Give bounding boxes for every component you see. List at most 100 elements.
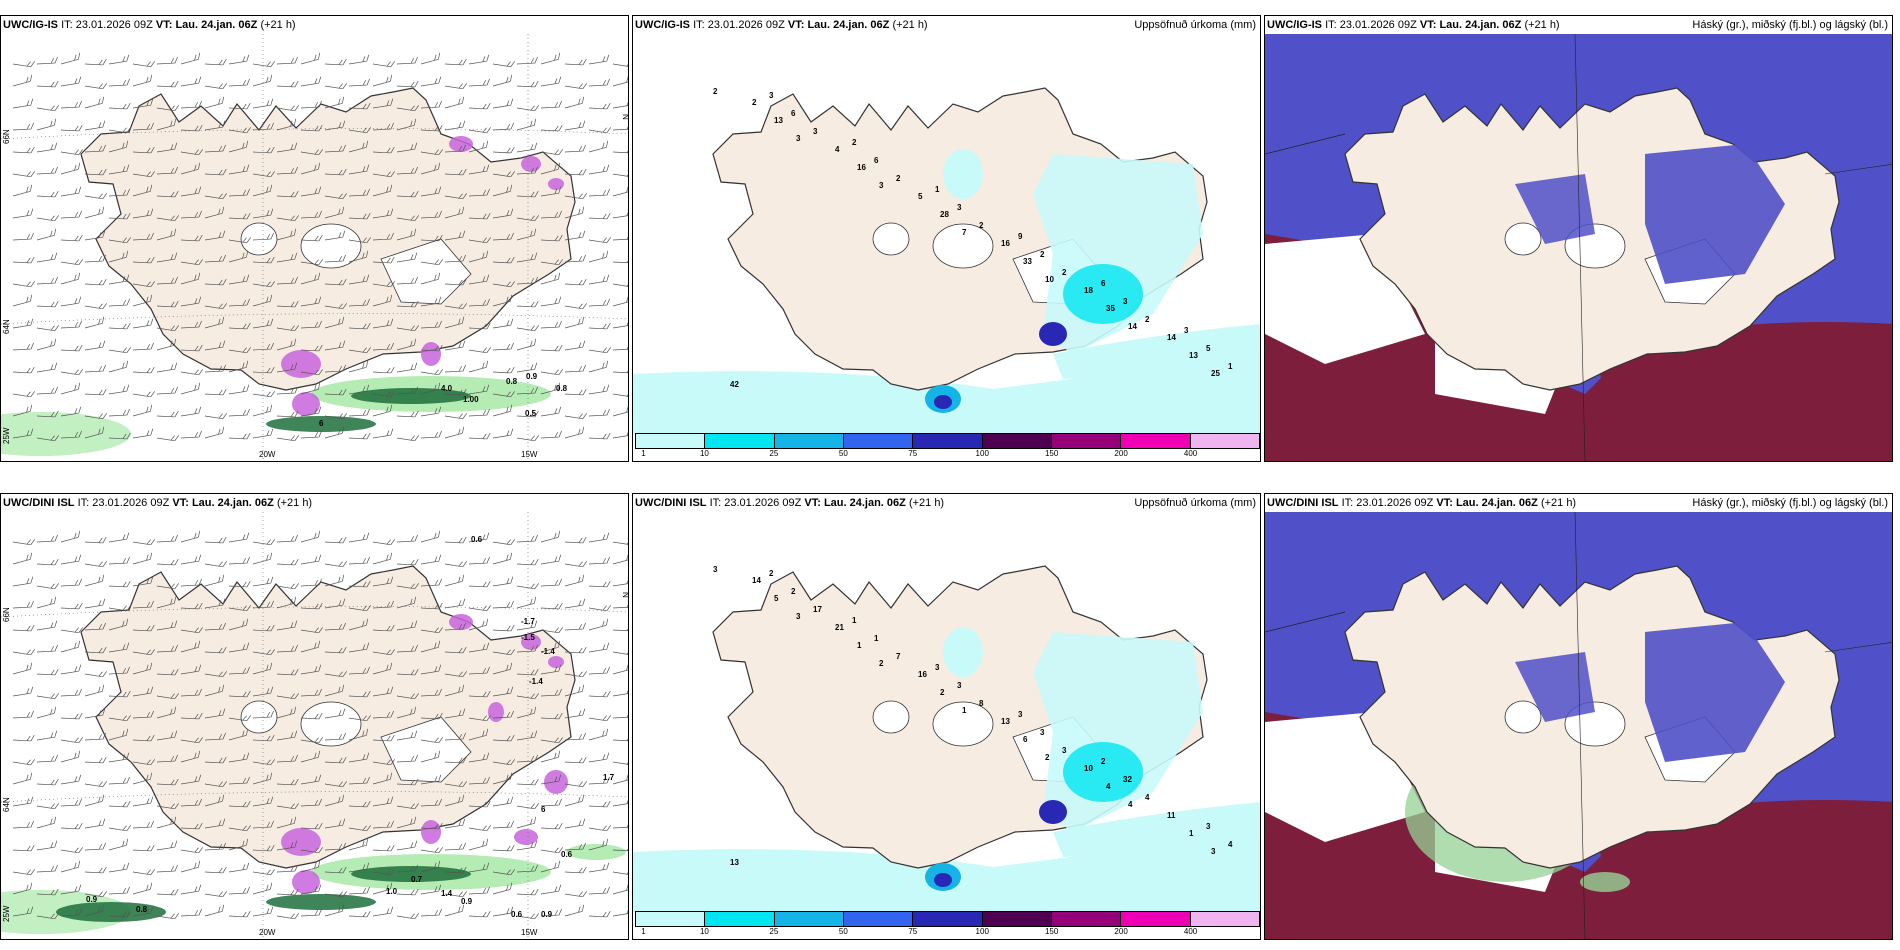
- lon-label-15w: 15W: [521, 450, 538, 459]
- contour-value-label: 1.7: [603, 773, 615, 782]
- magenta-blob: [281, 828, 321, 856]
- colorbar-cell: [774, 912, 844, 926]
- colorbar-cell: [705, 434, 775, 448]
- colorbar-cell: [843, 912, 914, 926]
- graticule: 20W 15W 66N 64N 25W N: [1, 34, 628, 461]
- precip-value-label: 2: [979, 221, 984, 230]
- colorbar-tick: 150: [1044, 927, 1059, 936]
- magenta-blob: [292, 870, 320, 894]
- precip-value-label: 32: [1123, 775, 1132, 784]
- panel-title: UWC/IG-IS IT: 23.01.2026 09Z VT: Lau. 24…: [1267, 19, 1560, 31]
- contour-value-label: 0.9: [86, 895, 98, 904]
- green-shade: [1, 412, 131, 456]
- ig-wind-panel: UWC/IG-IS IT: 23.01.2026 09Z VT: Lau. 24…: [0, 15, 629, 462]
- magenta-blob: [544, 770, 568, 794]
- precip-value-label: 4: [1145, 793, 1150, 802]
- contour-value-label: 6: [319, 419, 324, 428]
- domain-line: [1824, 641, 1892, 653]
- precip-value-label: 1: [1228, 362, 1233, 371]
- contour-value-label: 0.8: [506, 377, 518, 386]
- precip-value-label: 3: [1040, 728, 1045, 737]
- colorbar-tick: 10: [699, 927, 709, 936]
- wind-barbs: [12, 52, 628, 442]
- lon-label-20w: 20W: [259, 450, 276, 459]
- lat-label-64n: 64N: [2, 797, 11, 812]
- colorbar-tick: 200: [1114, 927, 1128, 936]
- glacier-hofsjokull: [932, 223, 994, 269]
- glacier-langjokull: [1504, 700, 1542, 734]
- precip-value-label: 14: [752, 576, 761, 585]
- dini-cloud-panel: UWC/DINI ISL IT: 23.01.2026 09Z VT: Lau.…: [1264, 493, 1893, 940]
- precip-shade: [1063, 742, 1143, 802]
- precip-value-label: 2: [1101, 757, 1106, 766]
- precip-value-label: 3: [879, 181, 884, 190]
- contour-value-label: 0.5: [525, 409, 537, 418]
- green-dark-shade: [266, 894, 376, 910]
- lat-label-n: N: [621, 592, 629, 598]
- colorbar-cell: [774, 434, 844, 448]
- colorbar-cell: [1121, 912, 1191, 926]
- domain-line: [1574, 34, 1586, 461]
- glacier-langjokull: [872, 700, 910, 734]
- colorbar-tick: 100: [975, 927, 989, 936]
- lat-label-66n: 66N: [2, 607, 11, 622]
- precip-value-label: 21: [835, 623, 844, 632]
- green-dark-shade: [56, 902, 166, 922]
- magenta-blob: [488, 702, 504, 722]
- contour-value-label: 0.8: [136, 905, 148, 914]
- lon-label-15w: 15W: [521, 928, 538, 937]
- precip-value-label: 6: [874, 156, 879, 165]
- lon-label-20w: 20W: [259, 928, 276, 937]
- green-dark-shade: [351, 388, 471, 404]
- magenta-blob: [449, 614, 473, 630]
- colorbar-cell: [1190, 912, 1259, 926]
- precip-value-label: 3: [1206, 822, 1211, 831]
- precip-value-label: 10: [1045, 275, 1054, 284]
- mid-cloud-shade: [1645, 144, 1785, 284]
- panel-title: UWC/DINI ISL IT: 23.01.2026 09Z VT: Lau.…: [3, 497, 313, 509]
- magenta-blob: [421, 342, 441, 366]
- panel-title: UWC/IG-IS IT: 23.01.2026 09Z VT: Lau. 24…: [3, 19, 296, 31]
- colorbar-tick: 25: [769, 927, 779, 936]
- precip-value-label: 16: [918, 670, 927, 679]
- ig-cloud-panel: UWC/IG-IS IT: 23.01.2026 09Z VT: Lau. 24…: [1264, 15, 1893, 462]
- precip-value-label: 3: [769, 91, 774, 100]
- precip-map: 3321243512641142116131011131778344213332…: [633, 565, 1260, 912]
- precip-value-label: 2: [940, 688, 945, 697]
- precip-max-shade: [934, 395, 952, 409]
- colorbar-tick: 150: [1044, 449, 1059, 458]
- domain-line: [1824, 163, 1892, 175]
- precip-value-label: 2: [752, 98, 757, 107]
- precip-value-label: 14: [1167, 333, 1176, 342]
- colorbar-cell: [1051, 912, 1122, 926]
- precip-max-shade: [1039, 800, 1067, 824]
- precip-value-label: 13: [1189, 351, 1198, 360]
- precip-value-label: 2: [852, 138, 857, 147]
- contour-value-label: 0.9: [461, 897, 473, 906]
- colorbar-tick: 50: [838, 449, 848, 458]
- magenta-blob: [281, 350, 321, 378]
- precip-value-label: 1: [962, 706, 967, 715]
- precip-value-label: 3: [1211, 847, 1216, 856]
- precip-value-label: 4: [835, 145, 840, 154]
- precip-value-label: 6: [791, 109, 796, 118]
- mid-cloud-shade: [1515, 174, 1595, 244]
- colorbar-tick: 400: [1183, 449, 1198, 458]
- precip-value-label: 13: [730, 858, 739, 867]
- precip-value-label: 2: [896, 174, 901, 183]
- precip-value-label: 42: [730, 380, 739, 389]
- contour-value-label: 0.6: [511, 910, 523, 919]
- precip-value-label: 5: [774, 594, 779, 603]
- contour-value-label: -1.4: [541, 647, 555, 656]
- green-dark-shade: [266, 416, 376, 432]
- wind-barbs: [12, 530, 628, 920]
- precip-value-label: 13: [774, 116, 783, 125]
- colorbar-cell: [636, 912, 706, 926]
- precip-value-label: 3: [957, 203, 962, 212]
- precip-value-label: 16: [1001, 239, 1010, 248]
- dini-wind-panel: UWC/DINI ISL IT: 23.01.2026 09Z VT: Lau.…: [0, 493, 629, 940]
- high-cloud-shade: [1580, 872, 1630, 892]
- precip-value-label: 18: [1084, 286, 1093, 295]
- precip-value-label: 1: [852, 616, 857, 625]
- precip-value-label: 2: [769, 569, 774, 578]
